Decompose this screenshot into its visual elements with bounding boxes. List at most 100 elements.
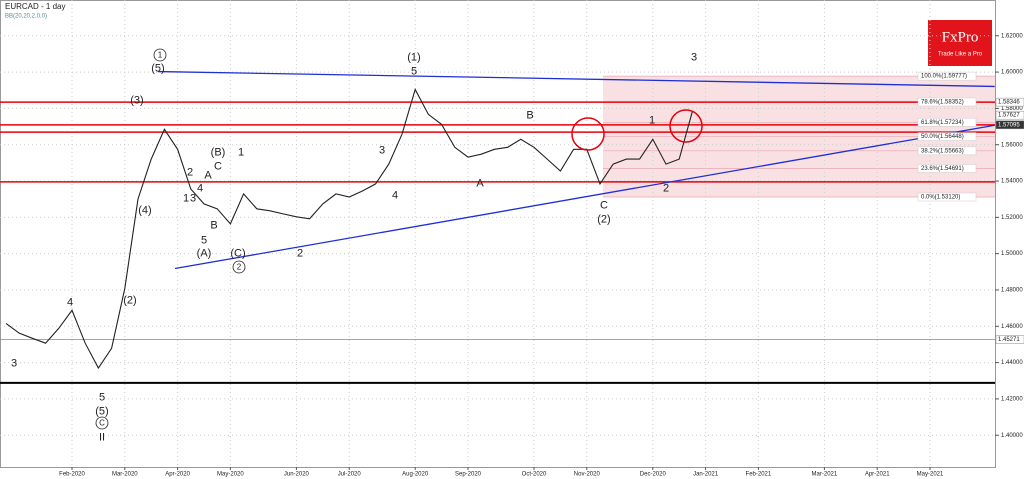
fib-label: 23.6%(1.54691) [921, 166, 964, 172]
logo-brand: FxPro [942, 29, 979, 45]
x-tick-label: Apr-2020 [165, 472, 190, 478]
wave-label: 1 [238, 146, 244, 158]
y-tick-label: 1.48000 [1001, 288, 1023, 294]
wave-label: 3 [11, 357, 17, 369]
price-tag-bg [995, 110, 1024, 120]
wave-label: (3) [130, 94, 143, 106]
x-tick-label: Mar-2021 [812, 472, 838, 478]
price-tag-bg [995, 335, 1024, 344]
price-tag-bg [995, 97, 1024, 107]
x-tick-label: May-2020 [217, 472, 244, 478]
wave-label: C [600, 199, 608, 211]
price-line [5, 88, 693, 370]
y-tick-label: 1.58000 [1001, 106, 1023, 112]
wave-label: (2) [123, 294, 136, 306]
wave-label: C [99, 419, 105, 428]
wave-label: 2 [237, 263, 242, 272]
wave-label: C [214, 160, 222, 172]
wave-label: (5) [95, 405, 108, 417]
logo-box [928, 20, 992, 66]
chart-title: EURCAD - 1 day [5, 2, 65, 11]
fib-label-bg [917, 118, 977, 127]
y-tick-label: 1.40000 [1001, 433, 1023, 439]
fib-label: 100.0%(1.59777) [921, 74, 967, 80]
x-tick-label: Jun-2020 [284, 472, 310, 478]
x-tick-label: Apr-2021 [865, 472, 890, 478]
trendline [174, 124, 995, 270]
x-tick-label: Feb-2021 [746, 472, 772, 478]
price-tag-bg [995, 120, 1024, 130]
wave-label: 1 [158, 51, 163, 60]
y-tick-label: 1.46000 [1001, 324, 1023, 330]
wave-label: 3 [379, 144, 385, 156]
wave-label: 4 [67, 296, 73, 308]
price-tag: 1.58346 [998, 100, 1020, 106]
plot-frame [0, 0, 996, 468]
wave-label: 2 [297, 247, 303, 259]
y-tick-label: 1.42000 [1001, 396, 1023, 402]
x-tick-label: Jul-2020 [338, 472, 362, 478]
y-tick-label: 1.62000 [1001, 33, 1023, 39]
wave-circle [95, 416, 109, 430]
price-tag: 1.57627 [998, 113, 1020, 119]
y-tick-label: 1.44000 [1001, 360, 1023, 366]
wave-label: 1 [183, 192, 189, 204]
y-tick-label: 1.56000 [1001, 142, 1023, 148]
wave-label: (B) [211, 146, 226, 158]
wave-label: 3 [190, 192, 196, 204]
fib-label: 0.0%(1.53120) [921, 195, 960, 201]
wave-label: B [526, 109, 533, 121]
x-tick-label: Sep-2020 [455, 472, 482, 478]
price-tag: 1.45271 [998, 337, 1020, 343]
price-tag: 1.57095 [998, 122, 1020, 128]
wave-label: B [210, 219, 217, 231]
fib-label-bg [917, 71, 977, 81]
wave-label: A [476, 177, 484, 189]
x-tick-label: Mar-2020 [112, 472, 138, 478]
wave-label: A [204, 169, 212, 181]
y-tick-label: 1.52000 [1001, 215, 1023, 221]
fib-label: 61.8%(1.57234) [921, 120, 964, 126]
x-tick-label: Jan-2021 [693, 472, 719, 478]
wave-label: 5 [411, 65, 417, 77]
fib-label-bg [917, 164, 977, 173]
logo-tagline: Trade Like a Pro [938, 52, 983, 58]
fib-label: 50.0%(1.56448) [921, 134, 964, 140]
wave-label: 1 [649, 114, 655, 126]
highlight-circle [571, 117, 605, 151]
y-tick-label: 1.50000 [1001, 251, 1023, 257]
wave-label: (A) [197, 247, 212, 259]
wave-label: 4 [197, 182, 203, 194]
fib-label: 38.2%(1.55663) [921, 148, 964, 154]
y-tick-label: 1.54000 [1001, 179, 1023, 185]
wave-label: 2 [187, 166, 193, 178]
fib-label-bg [917, 97, 977, 107]
wave-circle [232, 260, 246, 274]
fib-label: 78.6%(1.58352) [921, 100, 964, 106]
highlight-circle [669, 109, 703, 143]
wave-label: 5 [99, 391, 105, 403]
wave-label: 3 [691, 51, 697, 63]
x-tick-label: Dec-2020 [640, 472, 667, 478]
y-tick-label: 1.60000 [1001, 70, 1023, 76]
fib-label-bg [917, 192, 977, 202]
wave-label: 2 [663, 182, 669, 194]
fib-label-bg [917, 146, 977, 156]
x-tick-label: Aug-2020 [402, 472, 429, 478]
wave-label: 5 [201, 234, 207, 246]
trendline [157, 70, 995, 88]
wave-label: (2) [597, 213, 610, 225]
wave-label: 4 [392, 189, 398, 201]
fib-label-bg [917, 132, 977, 141]
wave-label: II [99, 431, 105, 443]
wave-label: (1) [407, 51, 420, 63]
wave-label: (C) [230, 247, 245, 259]
x-tick-label: Feb-2020 [59, 472, 85, 478]
wave-circle [153, 48, 167, 62]
x-tick-label: Nov-2020 [574, 472, 601, 478]
x-tick-label: Oct-2020 [522, 472, 547, 478]
indicator-label: BB(20,20,2,0,0) [5, 14, 47, 20]
wave-label: (4) [138, 204, 151, 216]
